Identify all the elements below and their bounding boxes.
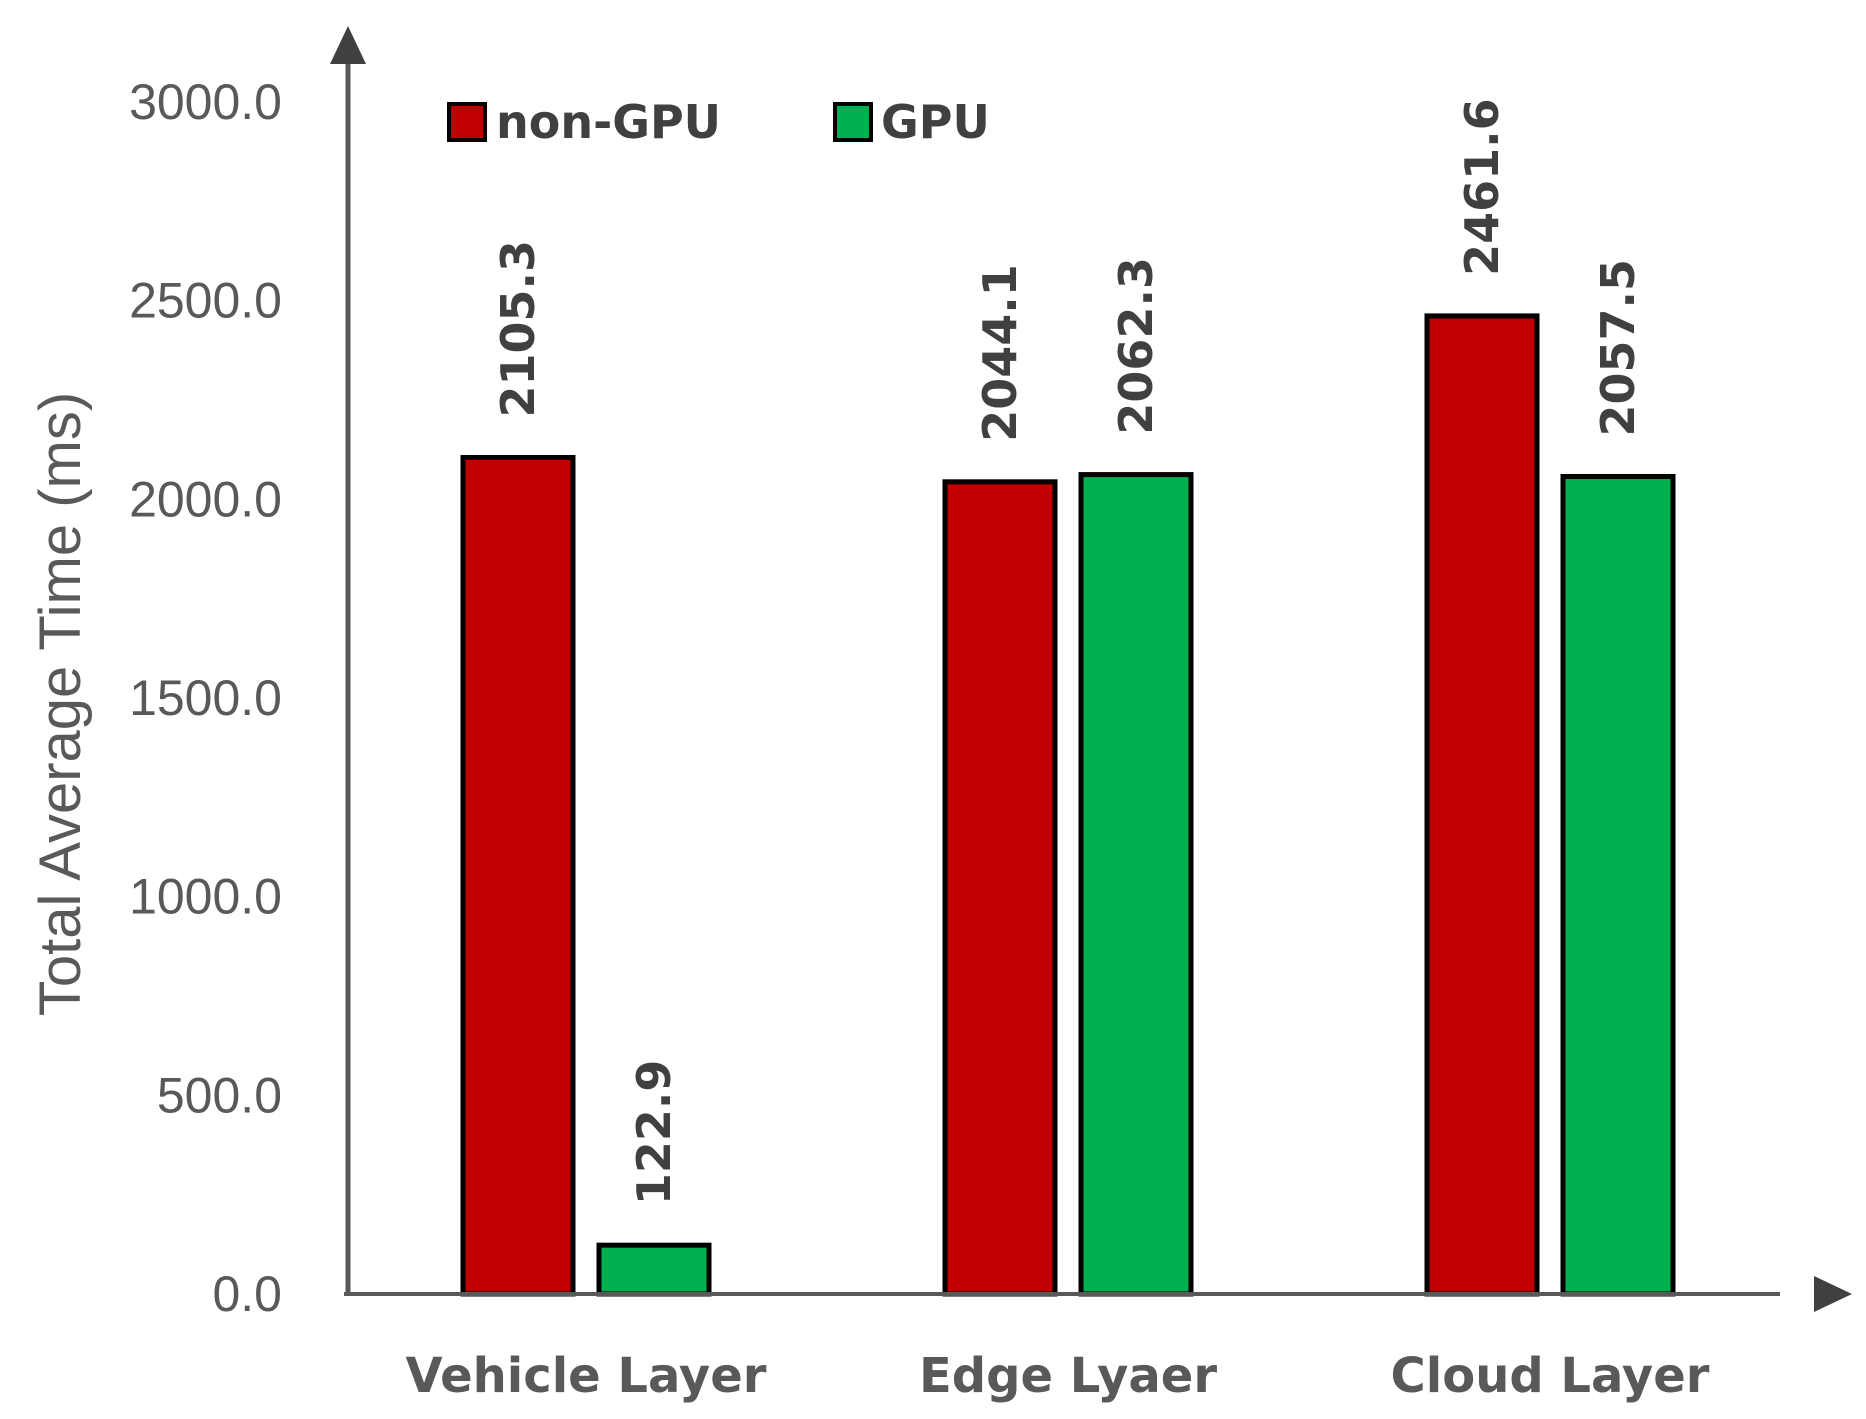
- bar-non-gpu-edge-lyaer: [942, 479, 1058, 1297]
- legend-label: GPU: [881, 95, 990, 149]
- data-labels-group: 2105.3 122.9 2044.1 2062.3 2461.6 2057.5: [491, 98, 1645, 1205]
- y-tick-label: 0.0: [212, 1266, 282, 1322]
- x-category-label: Cloud Layer: [1391, 1348, 1710, 1404]
- y-tick-label: 1000.0: [129, 869, 282, 925]
- y-axis-ticks: 0.0 500.0 1000.0 1500.0 2000.0 2500.0 3000.0: [129, 74, 282, 1322]
- data-label: 122.9: [627, 1060, 681, 1206]
- y-axis-arrow-icon: [330, 26, 366, 64]
- bar-gpu-edge-lyaer: [1078, 472, 1194, 1297]
- y-tick-label: 3000.0: [129, 74, 282, 130]
- axes-group: [330, 26, 1852, 1312]
- bar-non-gpu-cloud-layer: [1424, 313, 1540, 1297]
- y-axis-title: Total Average Time (ms): [28, 392, 93, 1016]
- bar-gpu-cloud-layer: [1560, 473, 1676, 1297]
- y-tick-label: 500.0: [157, 1067, 282, 1123]
- data-label: 2062.3: [1109, 257, 1163, 435]
- x-axis-arrow-icon: [1814, 1276, 1852, 1312]
- legend: non-GPU GPU: [447, 95, 990, 149]
- data-label: 2461.6: [1455, 98, 1509, 276]
- bars-group: [460, 313, 1676, 1297]
- x-axis-labels: Vehicle Layer Edge Lyaer Cloud Layer: [406, 1348, 1710, 1404]
- legend-swatch-non-gpu: [447, 102, 487, 142]
- bar-non-gpu-vehicle-layer: [460, 454, 576, 1297]
- y-tick-label: 2500.0: [129, 273, 282, 329]
- y-tick-label: 1500.0: [129, 670, 282, 726]
- y-axis-title-group: Total Average Time (ms): [28, 392, 93, 1016]
- legend-swatch-gpu: [833, 102, 873, 142]
- legend-label: non-GPU: [496, 95, 721, 149]
- data-label: 2105.3: [491, 240, 545, 418]
- data-label: 2057.5: [1591, 259, 1645, 437]
- data-label: 2044.1: [973, 264, 1027, 442]
- y-tick-label: 2000.0: [129, 471, 282, 527]
- bar-gpu-vehicle-layer: [596, 1242, 712, 1297]
- x-category-label: Vehicle Layer: [406, 1348, 767, 1404]
- x-category-label: Edge Lyaer: [919, 1348, 1217, 1404]
